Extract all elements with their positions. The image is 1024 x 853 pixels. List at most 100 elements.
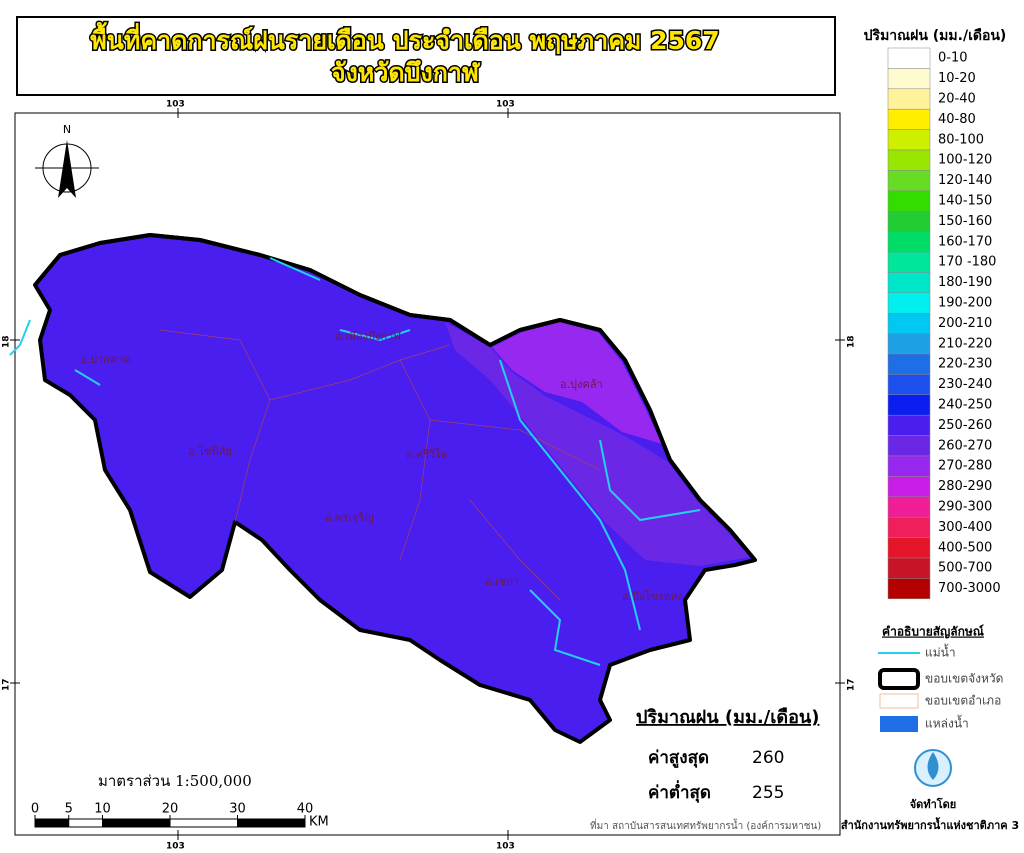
district-symbol	[879, 693, 919, 709]
coord-label: 17	[847, 678, 857, 691]
legend-swatch	[887, 476, 931, 498]
min-label: ค่าต่ำสุด	[648, 780, 711, 803]
district-label: อ.เซกา	[485, 575, 519, 588]
water-symbol	[880, 716, 918, 732]
legend-label: 240-250	[938, 398, 992, 413]
scale-tick-label: 40	[297, 802, 314, 817]
legend-swatch	[887, 496, 931, 518]
legend-label: 20-40	[938, 92, 976, 107]
producer-label: จัดทำโดย	[910, 797, 957, 811]
legend-label: 10-20	[938, 71, 976, 86]
legend-swatch	[887, 374, 931, 396]
symbol-legend-title: คำอธิบายสัญลักษณ์	[882, 625, 984, 639]
legend-label: 160-170	[938, 234, 992, 249]
legend-swatch	[887, 231, 931, 253]
legend-label: 100-120	[938, 153, 992, 168]
north-arrow	[35, 140, 99, 198]
scale-segment	[34, 818, 70, 828]
scale-segment	[102, 818, 171, 828]
north-label: N	[63, 123, 71, 136]
province-border	[33, 233, 757, 562]
coord-label: 103	[496, 100, 515, 110]
title-box	[16, 16, 836, 96]
symbol-label: ขอบเขตจังหวัด	[925, 672, 1003, 686]
legend-swatch	[887, 170, 931, 192]
legend-swatch	[887, 557, 931, 579]
legend-label: 190-200	[938, 296, 992, 311]
legend-swatch	[887, 210, 931, 232]
scale-tick-label: 10	[94, 802, 111, 817]
legend-label: 250-260	[938, 418, 992, 433]
legend-label: 230-240	[938, 377, 992, 392]
legend-swatch	[887, 578, 931, 600]
legend-label: 210-220	[938, 336, 992, 351]
legend-label: 120-140	[938, 173, 992, 188]
legend-swatch	[887, 272, 931, 294]
scale-tick-label: 0	[31, 802, 39, 817]
max-value: 260	[752, 748, 784, 768]
coord-label: 17	[2, 678, 12, 691]
province-symbol	[878, 668, 920, 690]
legend-swatch	[887, 333, 931, 355]
rain-zone-270-280	[492, 322, 662, 444]
scale-segment	[68, 818, 103, 828]
district-label: อ.ปากคาด	[80, 353, 131, 366]
symbol-label: แม่น้ำ	[925, 644, 956, 660]
legend-label: 180-190	[938, 275, 992, 290]
rain-legend-title: ปริมาณฝน (มม./เดือน)	[864, 28, 1007, 44]
legend-label: 200-210	[938, 316, 992, 331]
legend-swatch	[887, 149, 931, 171]
legend-swatch	[887, 47, 931, 69]
legend-label: 40-80	[938, 112, 976, 127]
title-line2: จังหวัดบึงกาฬ	[331, 58, 481, 87]
scale-segment	[237, 818, 306, 828]
legend-label: 290-300	[938, 500, 992, 515]
coord-label: 103	[496, 842, 515, 852]
legend-label: 0-10	[938, 51, 968, 66]
legend-swatch	[887, 312, 931, 334]
district-label: อ.ศรีวิไล	[406, 448, 447, 461]
legend-swatch	[887, 68, 931, 90]
scale-tick-label: 20	[162, 802, 179, 817]
legend-label: 270-280	[938, 459, 992, 474]
legend-label: 280-290	[938, 479, 992, 494]
legend-swatch	[887, 537, 931, 559]
legend-swatch	[887, 414, 931, 436]
legend-label: 260-270	[938, 438, 992, 453]
legend-label: 170 -180	[938, 255, 996, 270]
rivers	[9, 257, 701, 666]
symbol-label: แหล่งน้ำ	[925, 715, 969, 731]
producer-logo	[914, 749, 952, 787]
max-label: ค่าสูงสุด	[648, 748, 709, 769]
coord-label: 103	[166, 842, 185, 852]
legend-swatch	[887, 108, 931, 130]
legend-swatch	[887, 394, 931, 416]
stats-title: ปริมาณฝน (มม./เดือน)	[636, 707, 819, 728]
legend-label: 500-700	[938, 561, 992, 576]
scale-text: มาตราส่วน 1:500,000	[98, 772, 252, 790]
district-label: อ.พรเจริญ	[325, 511, 374, 524]
scale-tick-label: 30	[229, 802, 246, 817]
coord-label: 103	[166, 100, 185, 110]
scale-segment	[169, 818, 238, 828]
coord-label: 18	[2, 335, 12, 348]
legend-label: 400-500	[938, 540, 992, 555]
legend-swatch	[887, 292, 931, 314]
scale-tick-label: 5	[65, 802, 73, 817]
legend-swatch	[887, 516, 931, 538]
district-boundaries	[159, 329, 601, 601]
legend-swatch	[887, 353, 931, 375]
producer-name: สำนักงานทรัพยากรน้ำแห่งชาติภาค 3	[841, 817, 1019, 832]
legend-label: 150-160	[938, 214, 992, 229]
legend-label: 220-230	[938, 357, 992, 372]
title-line1: พื้นที่คาดการณ์ฝนรายเดือน ประจำเดือน พฤษ…	[90, 21, 719, 55]
legend-label: 140-150	[938, 194, 992, 209]
legend-swatch	[887, 129, 931, 151]
rain-zone-260-270	[445, 322, 750, 566]
legend-swatch	[887, 88, 931, 110]
symbol-label: ขอบเขตอำเภอ	[925, 694, 1001, 708]
legend-label: 700-3000	[938, 581, 1001, 596]
district-label: อ.บึงโขงหลง	[622, 589, 683, 603]
district-label: อ.บุ่งคล้า	[560, 378, 603, 391]
source: ที่มา สถาบันสารสนเทศทรัพยากรน้ำ (องค์การ…	[590, 818, 821, 832]
